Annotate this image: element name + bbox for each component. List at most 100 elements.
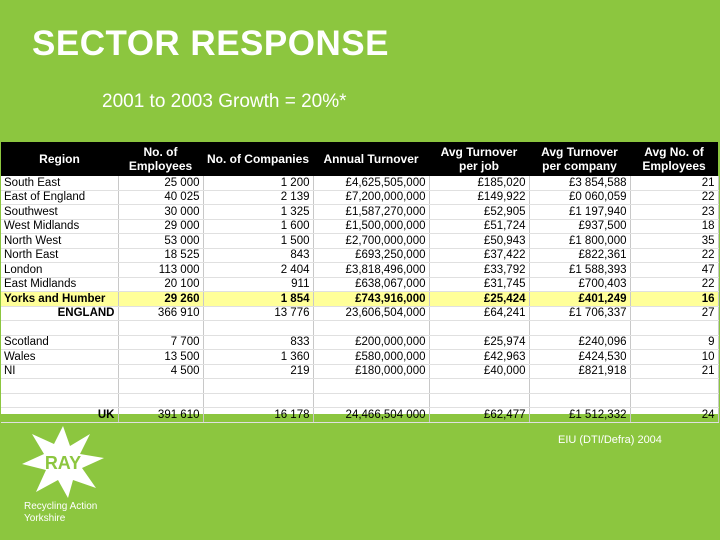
value-cell: 16 (630, 291, 719, 307)
value-cell: £3,818,496,000 (313, 262, 430, 278)
value-cell: 843 (203, 248, 314, 263)
table-row: NI 4 500 219 £180,000,000 £40,000 £821,918 21 (1, 364, 719, 379)
value-cell: 10 (630, 349, 719, 365)
ray-logo-icon: RAY (22, 426, 104, 498)
value-cell: £33,792 (429, 262, 530, 278)
region-cell: South East (1, 176, 119, 191)
value-cell: 9 (630, 335, 719, 350)
value-cell: £1 512,332 (529, 407, 631, 423)
region-cell: Wales (1, 349, 119, 365)
value-cell: £51,724 (429, 219, 530, 234)
value-cell: £424,530 (529, 349, 631, 365)
value-cell: £62,477 (429, 407, 530, 423)
value-cell: 25 000 (118, 176, 204, 191)
header-avg-employees: Avg No. of Employees (630, 142, 718, 176)
table-row: Wales 13 500 1 360 £580,000,000 £42,963 £424,… (1, 349, 719, 365)
value-cell: 29 260 (118, 291, 204, 307)
region-cell: Yorks and Humber (1, 291, 119, 307)
value-cell: 40 025 (118, 190, 204, 205)
table-row: East of England 40 025 2 139 £7,200,000,000… (1, 190, 719, 205)
header-employees: No. of Employees (118, 142, 203, 176)
value-cell: 47 (630, 262, 719, 278)
value-cell: £25,974 (429, 335, 530, 350)
region-cell (1, 320, 119, 336)
region-cell: London (1, 262, 119, 278)
value-cell: 1 500 (203, 233, 314, 249)
table-row: UK 391 610 16 178 24,466,504 000 £62,477 £1 5… (1, 407, 719, 423)
value-cell (203, 378, 314, 394)
value-cell: 911 (203, 277, 314, 292)
table-header-row: Region No. of Employees No. of Companies… (1, 142, 718, 176)
value-cell: £1 588,393 (529, 262, 631, 278)
table-row: ENGLAND 366 910 13 776 23,606,504,000 £64,24… (1, 306, 719, 321)
region-cell: UK (1, 407, 119, 423)
value-cell: 13 776 (203, 306, 314, 321)
value-cell (529, 393, 631, 408)
header-region: Region (1, 142, 118, 176)
region-cell: North East (1, 248, 119, 263)
table-row: North West 53 000 1 500 £2,700,000,000 £50,9… (1, 233, 719, 249)
header-avg-turnover-company: Avg Turnover per company (529, 142, 630, 176)
value-cell: 219 (203, 364, 314, 379)
region-cell: NI (1, 364, 119, 379)
value-cell: 2 139 (203, 190, 314, 205)
value-cell: 18 525 (118, 248, 204, 263)
table-row: East Midlands 20 100 911 £638,067,000 £31,74… (1, 277, 719, 292)
table-body: South East 25 000 1 200 £4,625,505,000 £185,… (1, 176, 719, 423)
value-cell: 24,466,504 000 (313, 407, 430, 423)
value-cell: £821,918 (529, 364, 631, 379)
value-cell: 1 360 (203, 349, 314, 365)
header-avg-turnover-job: Avg Turnover per job (429, 142, 529, 176)
value-cell (313, 320, 430, 336)
value-cell: £240,096 (529, 335, 631, 350)
value-cell: 29 000 (118, 219, 204, 234)
value-cell: £180,000,000 (313, 364, 430, 379)
value-cell: 23 (630, 204, 719, 220)
sector-table-container: Region No. of Employees No. of Companies… (1, 142, 719, 423)
value-cell: 22 (630, 277, 719, 292)
table-row: Yorks and Humber 29 260 1 854 £743,916,000 £… (1, 291, 719, 307)
value-cell: £822,361 (529, 248, 631, 263)
value-cell (529, 378, 631, 394)
value-cell: £1 706,337 (529, 306, 631, 321)
logo-line-2: Yorkshire (24, 513, 66, 524)
value-cell (313, 378, 430, 394)
value-cell: 21 (630, 364, 719, 379)
value-cell (203, 393, 314, 408)
value-cell: £2,700,000,000 (313, 233, 430, 249)
header-companies: No. of Companies (203, 142, 313, 176)
table-row: South East 25 000 1 200 £4,625,505,000 £185,… (1, 176, 719, 191)
region-cell: West Midlands (1, 219, 119, 234)
table-row (1, 393, 719, 408)
value-cell: 1 200 (203, 176, 314, 191)
value-cell: £40,000 (429, 364, 530, 379)
value-cell: £4,625,505,000 (313, 176, 430, 191)
value-cell: 366 910 (118, 306, 204, 321)
value-cell: 23,606,504,000 (313, 306, 430, 321)
value-cell: 20 100 (118, 277, 204, 292)
logo-text: Recycling Action Yorkshire (24, 501, 97, 525)
region-cell: ENGLAND (1, 306, 119, 321)
table-row: Southwest 30 000 1 325 £1,587,270,000 £52,90… (1, 204, 719, 220)
value-cell: 7 700 (118, 335, 204, 350)
region-cell: North West (1, 233, 119, 249)
value-cell: 27 (630, 306, 719, 321)
value-cell: 22 (630, 248, 719, 263)
value-cell: 391 610 (118, 407, 204, 423)
logo-mark: RAY (45, 453, 81, 473)
value-cell: £580,000,000 (313, 349, 430, 365)
value-cell: 53 000 (118, 233, 204, 249)
source-note: EIU (DTI/Defra) 2004 (558, 434, 662, 446)
value-cell: £1 197,940 (529, 204, 631, 220)
value-cell (630, 378, 719, 394)
value-cell: 35 (630, 233, 719, 249)
value-cell (203, 320, 314, 336)
value-cell (118, 393, 204, 408)
value-cell: £638,067,000 (313, 277, 430, 292)
value-cell: 22 (630, 190, 719, 205)
value-cell: £50,943 (429, 233, 530, 249)
region-cell (1, 393, 119, 408)
value-cell: 1 600 (203, 219, 314, 234)
slide-title: SECTOR RESPONSE (32, 24, 389, 63)
value-cell: £937,500 (529, 219, 631, 234)
